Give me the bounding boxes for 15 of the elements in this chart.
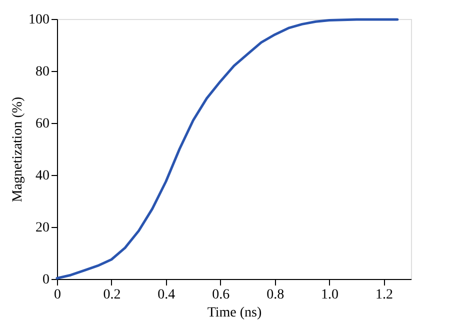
x-tick-label: 0 [54,288,61,302]
x-axis-title: Time (ns) [207,306,262,320]
y-tick-label: 100 [28,12,50,28]
x-tick-label: 1.0 [321,288,339,302]
y-axis-title: Magnetization (%) [10,96,26,202]
y-tick-label: 40 [36,168,50,184]
y-tick-label: 60 [36,116,50,132]
x-tick-label: 0.2 [103,288,121,302]
x-tick-label: 0.6 [212,288,230,302]
y-tick-label: 20 [36,220,50,236]
y-tick-label: 80 [36,64,50,80]
y-tick-label: 0 [42,272,50,288]
x-tick-label: 1.2 [376,288,394,302]
x-tick-label: 0.8 [266,288,284,302]
x-tick-label: 0.4 [158,288,176,302]
